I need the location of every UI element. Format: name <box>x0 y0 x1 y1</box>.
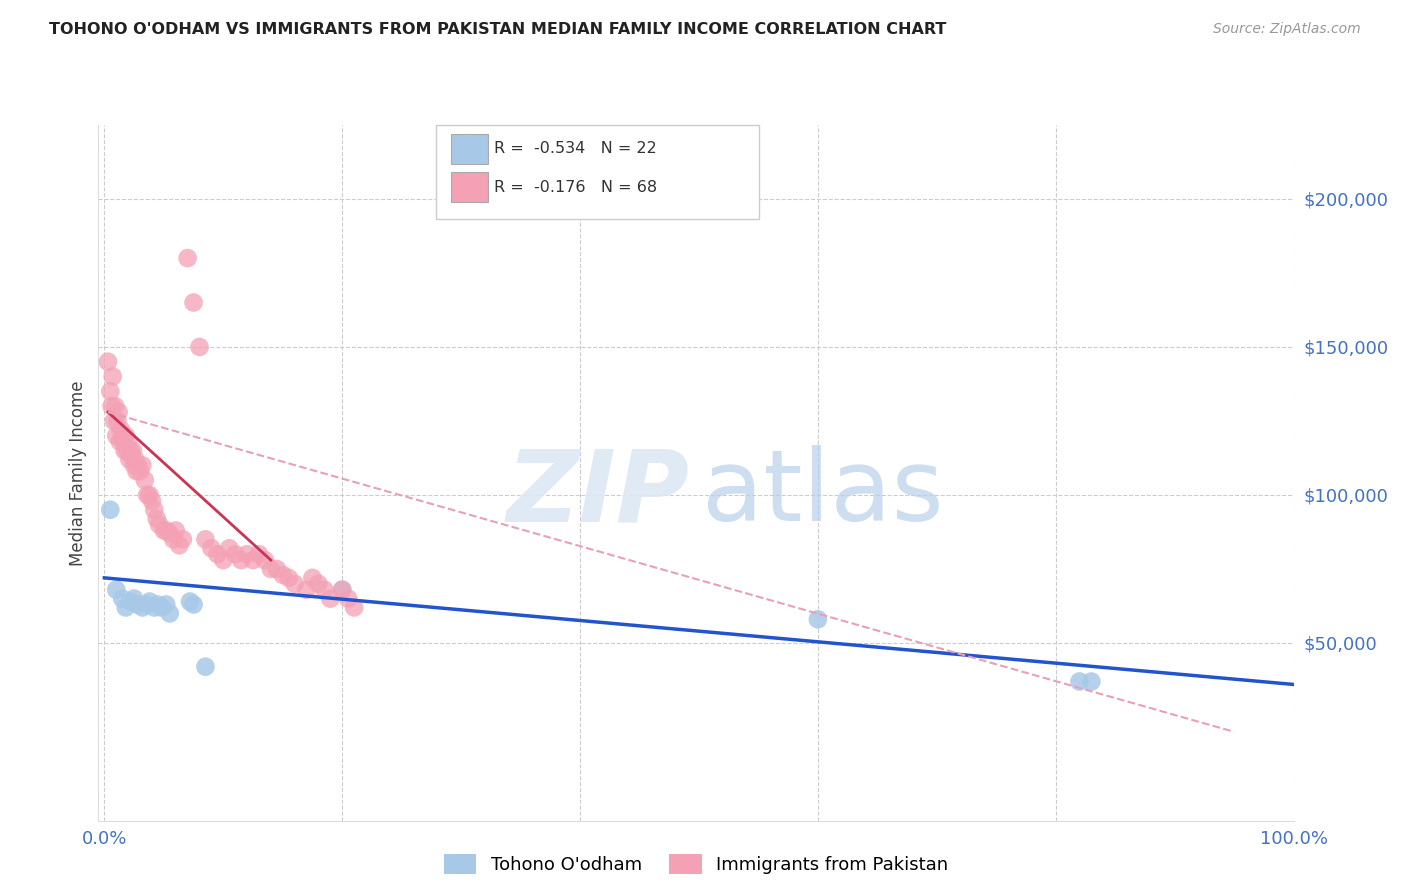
Point <box>169 538 191 552</box>
Point <box>155 524 177 538</box>
Point <box>159 607 181 621</box>
Point <box>122 458 145 473</box>
Point <box>117 434 139 449</box>
Point <box>127 458 149 473</box>
Point <box>162 533 184 547</box>
Point <box>314 582 336 597</box>
Point <box>115 443 138 458</box>
Point <box>103 414 125 428</box>
Point <box>200 541 222 556</box>
Point <box>153 524 176 538</box>
Legend: Tohono O'odham, Immigrants from Pakistan: Tohono O'odham, Immigrants from Pakistan <box>437 847 955 881</box>
Point <box>212 553 235 567</box>
Point <box>319 591 342 606</box>
Point <box>98 502 121 516</box>
Point <box>277 571 299 585</box>
Point <box>146 598 169 612</box>
Point <box>138 488 160 502</box>
Point <box>143 600 166 615</box>
Point <box>183 598 205 612</box>
Point <box>183 295 205 310</box>
Text: atlas: atlas <box>702 445 943 542</box>
Point <box>107 405 129 419</box>
Point <box>134 473 156 487</box>
Y-axis label: Median Family Income: Median Family Income <box>69 380 87 566</box>
Point <box>271 568 294 582</box>
Point <box>194 533 217 547</box>
Point <box>242 553 264 567</box>
Point <box>104 399 127 413</box>
Point <box>136 488 159 502</box>
Point <box>97 355 120 369</box>
Point <box>108 434 131 449</box>
Point <box>1080 674 1102 689</box>
Text: TOHONO O'ODHAM VS IMMIGRANTS FROM PAKISTAN MEDIAN FAMILY INCOME CORRELATION CHAR: TOHONO O'ODHAM VS IMMIGRANTS FROM PAKIST… <box>49 22 946 37</box>
Point <box>138 594 160 608</box>
Point <box>125 464 148 478</box>
Point <box>127 598 149 612</box>
Point <box>172 533 194 547</box>
Point <box>1069 674 1091 689</box>
Point <box>101 369 124 384</box>
Point <box>176 251 198 265</box>
Point <box>284 576 307 591</box>
Point <box>129 464 152 478</box>
Point <box>330 582 353 597</box>
Point <box>337 591 360 606</box>
Point <box>120 443 142 458</box>
Point <box>135 598 157 612</box>
Point <box>165 524 187 538</box>
Point <box>148 517 170 532</box>
Point <box>112 434 135 449</box>
Point <box>194 659 217 673</box>
Point <box>224 547 246 561</box>
Point <box>114 600 136 615</box>
Point <box>343 600 366 615</box>
Point <box>236 547 259 561</box>
Point <box>229 553 252 567</box>
Point <box>121 450 143 464</box>
Point <box>118 452 141 467</box>
Point <box>111 591 134 606</box>
Point <box>145 511 167 525</box>
Point <box>131 600 153 615</box>
Point <box>188 340 211 354</box>
Point <box>260 562 283 576</box>
Point <box>179 594 201 608</box>
Point <box>247 547 270 561</box>
Point <box>100 399 122 413</box>
Point <box>111 429 134 443</box>
Text: R =  -0.534   N = 22: R = -0.534 N = 22 <box>494 142 657 156</box>
Point <box>301 571 323 585</box>
Point <box>105 582 128 597</box>
Point <box>253 553 276 567</box>
Point <box>98 384 121 399</box>
Point <box>105 429 128 443</box>
Point <box>807 612 830 626</box>
Point <box>114 443 136 458</box>
Point <box>150 600 173 615</box>
Point <box>295 582 318 597</box>
Point <box>330 582 353 597</box>
Point <box>124 452 146 467</box>
Point <box>155 598 177 612</box>
Point <box>122 591 145 606</box>
Point <box>143 502 166 516</box>
Text: ZIP: ZIP <box>508 445 690 542</box>
Text: R =  -0.176   N = 68: R = -0.176 N = 68 <box>494 180 657 194</box>
Point <box>122 443 145 458</box>
Point <box>207 547 229 561</box>
Point <box>114 429 136 443</box>
Text: Source: ZipAtlas.com: Source: ZipAtlas.com <box>1213 22 1361 37</box>
Point <box>307 576 329 591</box>
Point <box>110 423 132 437</box>
Point <box>131 458 153 473</box>
Point <box>266 562 288 576</box>
Point <box>218 541 240 556</box>
Point <box>141 494 163 508</box>
Point <box>120 594 142 608</box>
Point <box>107 414 129 428</box>
Point <box>159 526 181 541</box>
